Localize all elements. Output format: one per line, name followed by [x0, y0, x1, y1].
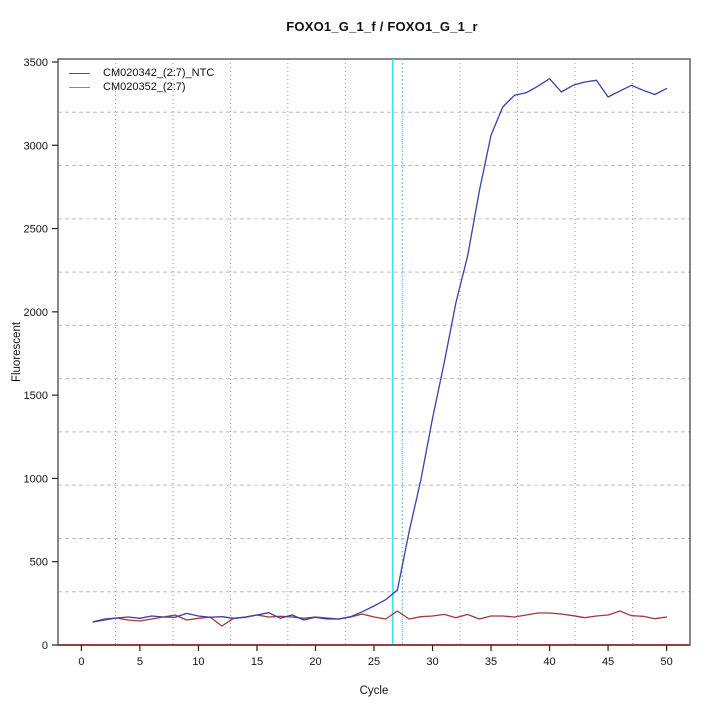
x-tick-label: 40: [543, 656, 555, 668]
legend: CM020342_(2:7)_NTC CM020352_(2:7): [69, 66, 214, 94]
y-tick-label: 3500: [24, 57, 48, 69]
x-tick-label: 15: [251, 656, 263, 668]
x-axis-label: Cycle: [359, 685, 389, 697]
x-tick-label: 20: [309, 656, 321, 668]
chart-title: FOXO1_G_1_f / FOXO1_G_1_r: [286, 19, 478, 34]
legend-item-sample: CM020352_(2:7): [69, 80, 214, 94]
legend-item-ntc: CM020342_(2:7)_NTC: [69, 66, 214, 80]
y-tick-label: 1000: [24, 473, 48, 485]
legend-line-swatch-sample: [69, 86, 90, 88]
x-tick-label: 10: [192, 656, 204, 668]
x-tick-label: 0: [78, 656, 84, 668]
x-tick-label: 30: [426, 656, 438, 668]
x-tick-label: 50: [660, 656, 672, 668]
series-line-sample: [92, 78, 668, 623]
y-tick-label: 3000: [24, 140, 48, 152]
series-line-ntc: [92, 610, 668, 627]
x-tick-label: 25: [368, 656, 380, 668]
y-tick-label: 2000: [24, 307, 48, 319]
x-tick-label: 45: [602, 656, 614, 668]
y-tick-label: 500: [30, 557, 48, 569]
x-tick-label: 5: [137, 656, 143, 668]
y-tick-label: 1500: [24, 390, 48, 402]
x-tick-label: 35: [485, 656, 497, 668]
legend-label-sample: CM020352_(2:7): [103, 81, 186, 93]
legend-line-swatch-ntc: [69, 72, 90, 74]
legend-label-ntc: CM020342_(2:7)_NTC: [103, 67, 215, 79]
plot-border: [57, 58, 691, 646]
y-tick-label: 0: [42, 640, 48, 652]
y-tick-label: 2500: [24, 224, 48, 236]
